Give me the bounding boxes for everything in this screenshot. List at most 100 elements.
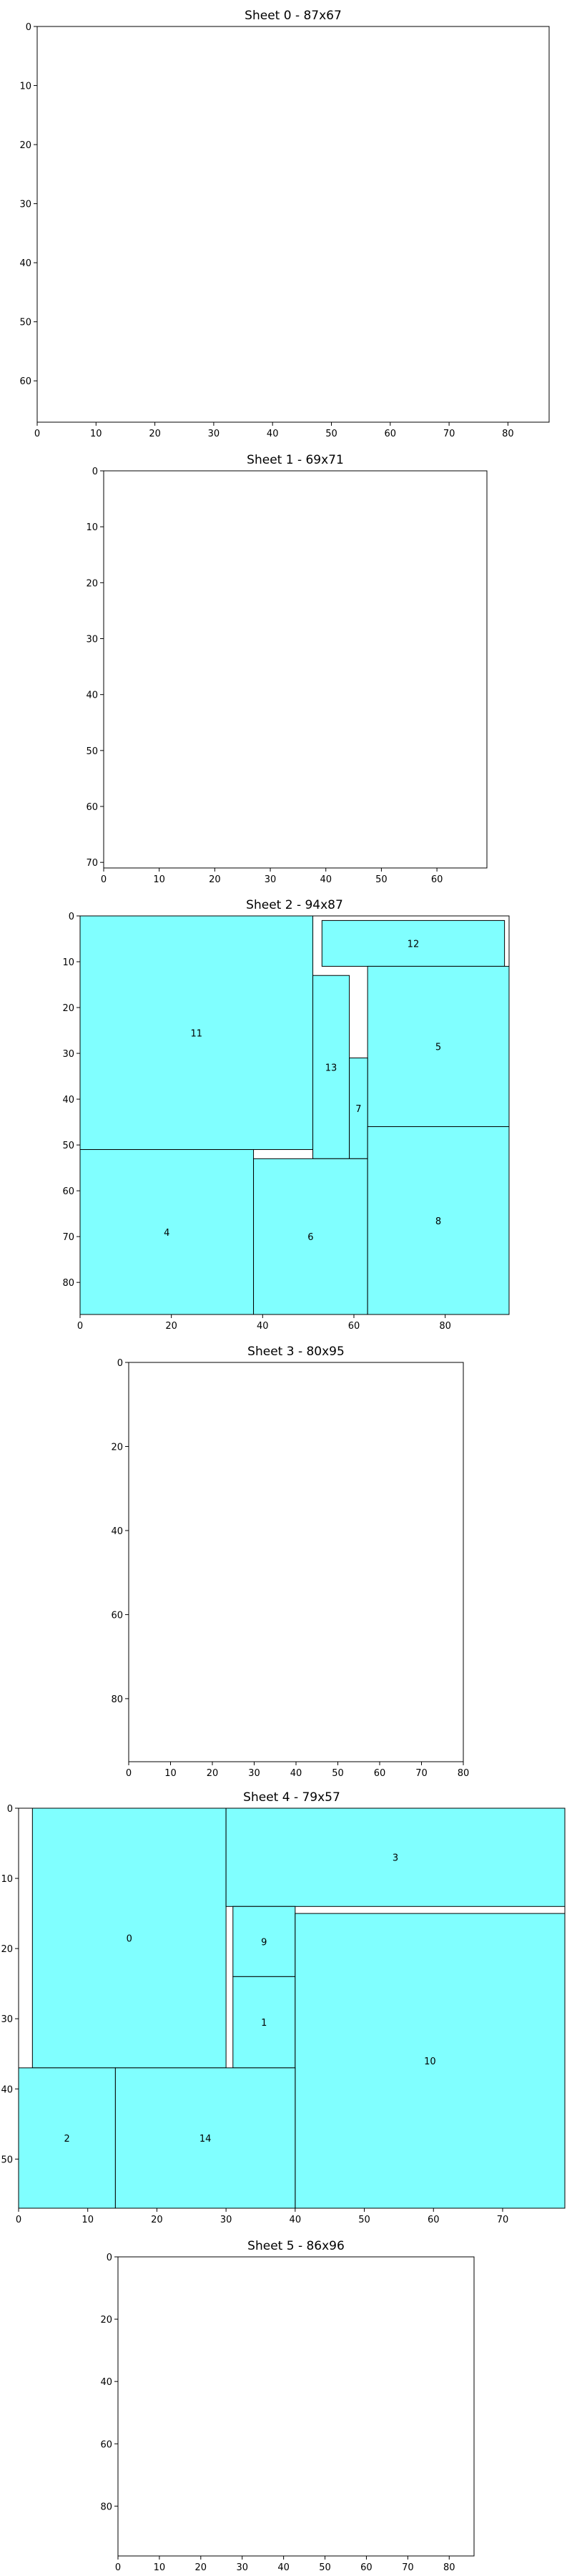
x-tick-label: 20 (165, 1321, 177, 1332)
x-tick-label: 80 (443, 2562, 455, 2573)
x-tick-label: 60 (348, 1321, 360, 1332)
x-tick-label: 60 (431, 874, 443, 885)
piece-label: 9 (261, 1937, 267, 1948)
x-tick-label: 70 (443, 429, 455, 439)
y-tick-label: 30 (86, 635, 98, 645)
y-tick-label: 50 (19, 318, 31, 328)
x-tick-label: 30 (236, 2562, 248, 2573)
y-tick-label: 40 (111, 1526, 123, 1537)
piece-rect-11 (79, 915, 314, 1151)
x-tick-label: 60 (360, 2562, 373, 2573)
y-tick-label: 10 (1, 1874, 13, 1885)
x-tick-label: 20 (209, 874, 221, 885)
piece-rect-8 (367, 1126, 510, 1315)
y-tick-label: 80 (111, 1694, 123, 1705)
x-tick-label: 0 (16, 2215, 21, 2225)
axes-frame (117, 2256, 475, 2557)
y-tick-label: 20 (62, 1003, 74, 1014)
y-tick-label: 40 (62, 1095, 74, 1106)
sheet-title: Sheet 4 - 79x57 (243, 1790, 340, 1805)
sheet-title: Sheet 2 - 94x87 (246, 898, 343, 912)
piece-label: 7 (355, 1104, 361, 1115)
sheet-5: Sheet 5 - 86x96 0 10 20 30 40 50 60 70 80 0 20 40 60 8… (100, 2239, 475, 2573)
x-tick-label: 10 (154, 2562, 166, 2573)
x-tick-label: 40 (277, 2562, 290, 2573)
x-tick-label: 60 (374, 1768, 386, 1779)
y-tick-label: 40 (100, 2377, 112, 2388)
x-tick-label: 30 (248, 1768, 260, 1779)
y-tick-label: 20 (1, 1944, 13, 1955)
piece-label: 10 (424, 2057, 436, 2067)
x-tick-label: 10 (153, 874, 165, 885)
sheet-title: Sheet 5 - 86x96 (247, 2239, 345, 2253)
piece-label: 12 (408, 939, 420, 950)
x-tick-label: 0 (34, 429, 40, 439)
x-tick-label: 0 (126, 1768, 132, 1779)
y-tick-label: 0 (107, 2253, 112, 2263)
piece-label: 2 (64, 2134, 70, 2145)
x-tick-label: 80 (439, 1321, 451, 1332)
piece-label: 6 (307, 1232, 313, 1243)
y-tick-label: 50 (86, 746, 98, 757)
piece-label: 8 (435, 1216, 441, 1227)
y-tick-label: 0 (92, 467, 98, 477)
y-tick-label: 50 (62, 1141, 74, 1151)
piece-rect-2 (18, 2067, 116, 2209)
axes-frame (79, 915, 510, 1315)
axes-frame (18, 1807, 566, 2209)
x-tick-label: 20 (151, 2215, 163, 2225)
y-tick-label: 40 (1, 2084, 13, 2095)
piece-label: 13 (325, 1063, 337, 1073)
y-tick-label: 80 (100, 2502, 112, 2512)
y-tick-label: 0 (26, 22, 31, 33)
piece-rect-9 (232, 1906, 296, 1977)
piece-rect-14 (114, 2067, 296, 2209)
piece-rect-5 (367, 965, 510, 1128)
axes-frame (128, 1362, 464, 1762)
piece-label: 11 (190, 1028, 202, 1039)
piece-rect-7 (349, 1057, 368, 1159)
y-tick-label: 20 (19, 140, 31, 151)
axes-frame (103, 470, 488, 869)
y-tick-label: 60 (19, 376, 31, 387)
sheet-1: Sheet 1 - 69x71 0 10 20 30 40 50 60 0 10 20 30 40 50 6… (86, 453, 488, 885)
axes-frame (36, 26, 550, 423)
piece-label: 5 (435, 1042, 441, 1053)
x-tick-label: 50 (319, 2562, 331, 2573)
y-tick-label: 40 (86, 691, 98, 701)
y-tick-label: 40 (19, 258, 31, 269)
x-tick-label: 70 (415, 1768, 428, 1779)
x-tick-label: 0 (101, 874, 107, 885)
y-tick-label: 20 (86, 578, 98, 589)
x-tick-label: 40 (320, 874, 332, 885)
sheet-title: Sheet 1 - 69x71 (247, 453, 344, 467)
sheet-title: Sheet 3 - 80x95 (247, 1345, 345, 1359)
x-tick-label: 40 (267, 429, 279, 439)
y-tick-label: 30 (62, 1049, 74, 1060)
x-tick-label: 10 (82, 2215, 94, 2225)
y-tick-label: 30 (19, 200, 31, 210)
x-tick-label: 40 (290, 2215, 302, 2225)
sheet-title: Sheet 0 - 87x67 (245, 9, 342, 23)
y-tick-label: 70 (62, 1232, 74, 1243)
x-tick-label: 10 (164, 1768, 177, 1779)
piece-rect-12 (321, 919, 506, 967)
x-tick-label: 0 (77, 1321, 83, 1332)
x-tick-label: 30 (208, 429, 220, 439)
y-tick-label: 80 (62, 1278, 74, 1289)
y-tick-label: 60 (86, 802, 98, 813)
piece-label: 1 (261, 2018, 267, 2029)
x-tick-label: 40 (257, 1321, 269, 1332)
sheet-4: Sheet 4 - 79x57 0 3 9 1 10 2 14 0 10 20 30 40 50 60 70 0… (1, 1790, 566, 2225)
y-tick-label: 50 (1, 2155, 13, 2165)
sheet-3: Sheet 3 - 80x95 0 10 20 30 40 50 60 70 80 0 20 40 60 8… (111, 1345, 469, 1779)
piece-label: 14 (199, 2134, 212, 2145)
x-tick-label: 30 (220, 2215, 232, 2225)
piece-rect-10 (295, 1913, 566, 2209)
y-tick-label: 30 (1, 2014, 13, 2025)
x-tick-label: 20 (149, 429, 161, 439)
piece-rect-6 (253, 1158, 368, 1315)
x-tick-label: 20 (207, 1768, 219, 1779)
piece-label: 3 (393, 1853, 398, 1864)
